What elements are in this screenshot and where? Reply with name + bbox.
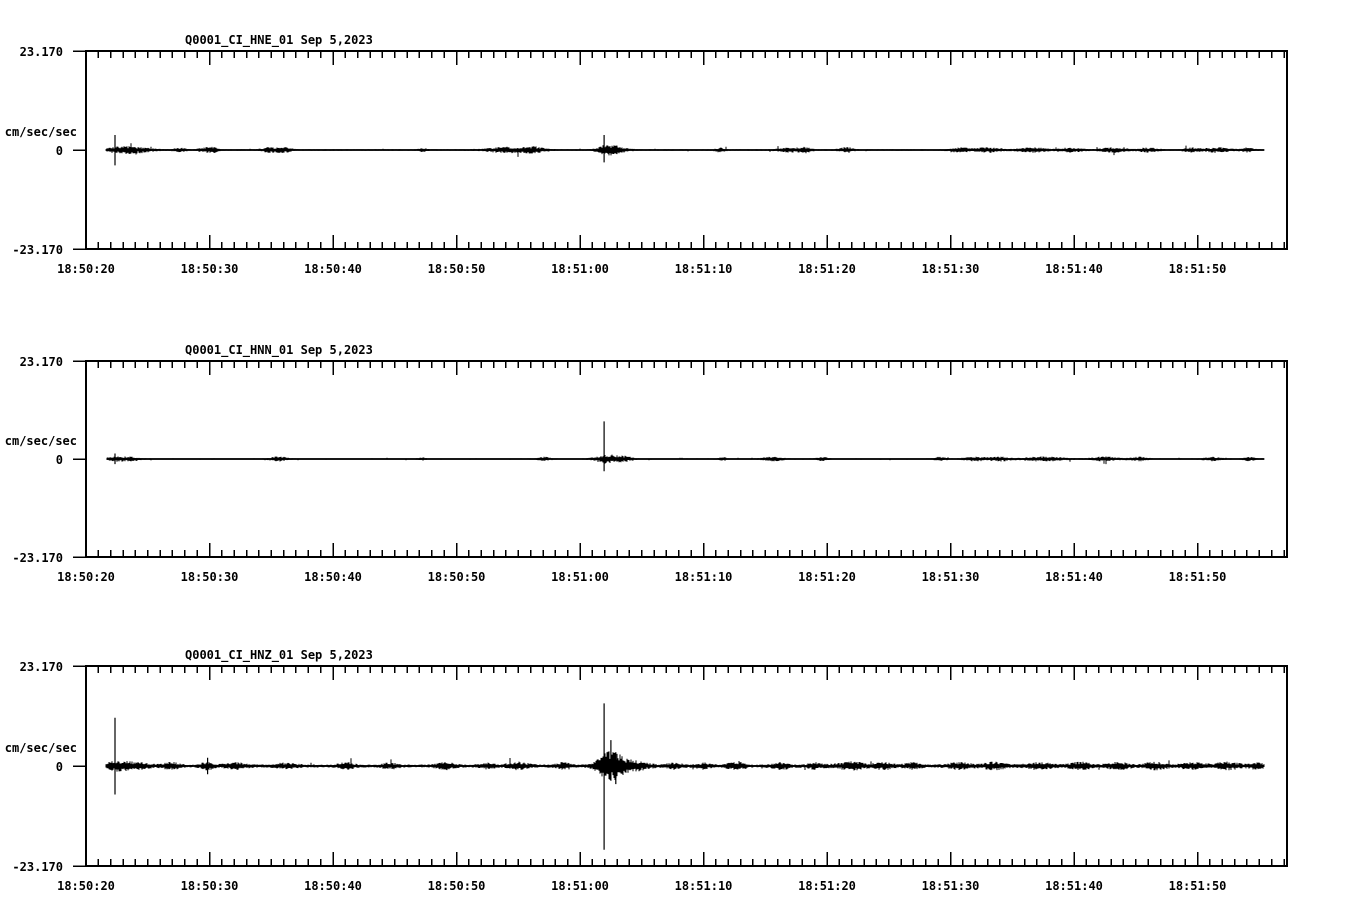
x-tick-label: 18:51:00 <box>551 262 609 276</box>
amplitude-axis-ticks <box>73 665 86 867</box>
y-tick-label: -23.170 <box>12 860 63 874</box>
x-tick-label: 18:51:00 <box>551 570 609 584</box>
x-tick-label: 18:50:20 <box>57 570 115 584</box>
time-axis-ticks <box>85 361 1285 557</box>
x-tick-label: 18:51:30 <box>922 570 980 584</box>
y-tick-label: 0 <box>56 760 63 774</box>
x-tick-label: 18:51:10 <box>675 570 733 584</box>
x-tick-label: 18:50:20 <box>57 879 115 893</box>
x-tick-label: 18:51:50 <box>1169 262 1227 276</box>
x-tick-label: 18:51:50 <box>1169 570 1227 584</box>
y-tick-label: 0 <box>56 144 63 158</box>
y-tick-label: 23.170 <box>20 45 63 59</box>
x-tick-label: 18:51:10 <box>675 262 733 276</box>
x-tick-label: 18:50:50 <box>428 262 486 276</box>
y-axis-units-label: cm/sec/sec <box>5 125 77 139</box>
y-tick-label: 23.170 <box>20 355 63 369</box>
x-tick-label: 18:51:10 <box>675 879 733 893</box>
amplitude-axis-ticks <box>73 50 86 250</box>
x-tick-label: 18:50:30 <box>181 879 239 893</box>
x-tick-label: 18:50:40 <box>304 262 362 276</box>
x-tick-label: 18:51:40 <box>1045 262 1103 276</box>
x-tick-label: 18:51:40 <box>1045 570 1103 584</box>
x-tick-label: 18:50:50 <box>428 570 486 584</box>
x-tick-label: 18:51:20 <box>798 570 856 584</box>
waveform-trace-HNN <box>106 449 1265 465</box>
amplitude-axis-ticks <box>73 360 86 558</box>
panel-HNN: Q0001_CI_HNN_01 Sep 5,2023 23.170 0 -23.170… <box>5 343 1288 584</box>
panel-HNZ: Q0001_CI_HNZ_01 Sep 5,2023 23.170 0 -23.170… <box>5 648 1288 893</box>
x-tick-label: 18:50:30 <box>181 570 239 584</box>
time-axis-ticks <box>85 51 1285 249</box>
x-tick-label: 18:51:00 <box>551 879 609 893</box>
waveform-spikes-HNZ <box>114 703 617 850</box>
panel-title: Q0001_CI_HNN_01 Sep 5,2023 <box>185 343 373 358</box>
x-tick-label: 18:50:30 <box>181 262 239 276</box>
x-tick-label: 18:50:20 <box>57 262 115 276</box>
x-tick-label: 18:51:30 <box>922 879 980 893</box>
x-tick-label: 18:50:40 <box>304 570 362 584</box>
y-tick-label: 23.170 <box>20 660 63 674</box>
x-tick-label: 18:51:20 <box>798 262 856 276</box>
y-axis-units-label: cm/sec/sec <box>5 434 77 448</box>
time-axis-ticks <box>85 666 1285 866</box>
waveform-trace-HNE <box>105 143 1265 157</box>
x-tick-label: 18:51:40 <box>1045 879 1103 893</box>
x-tick-label: 18:51:20 <box>798 879 856 893</box>
x-tick-label: 18:50:40 <box>304 879 362 893</box>
x-tick-label: 18:50:50 <box>428 879 486 893</box>
waveform-spikes-HNE <box>114 135 605 166</box>
y-tick-label: 0 <box>56 453 63 467</box>
x-tick-label: 18:51:30 <box>922 262 980 276</box>
panel-title: Q0001_CI_HNZ_01 Sep 5,2023 <box>185 648 373 663</box>
waveform-trace-HNZ <box>105 751 1265 780</box>
panel-title: Q0001_CI_HNE_01 Sep 5,2023 <box>185 33 373 48</box>
x-tick-label: 18:51:50 <box>1169 879 1227 893</box>
y-axis-units-label: cm/sec/sec <box>5 741 77 755</box>
y-tick-label: -23.170 <box>12 243 63 257</box>
waveform-spikes-HNN <box>114 421 605 472</box>
panel-HNE: Q0001_CI_HNE_01 Sep 5,2023 23.170 0 -23.170… <box>5 33 1288 276</box>
y-tick-label: -23.170 <box>12 551 63 565</box>
